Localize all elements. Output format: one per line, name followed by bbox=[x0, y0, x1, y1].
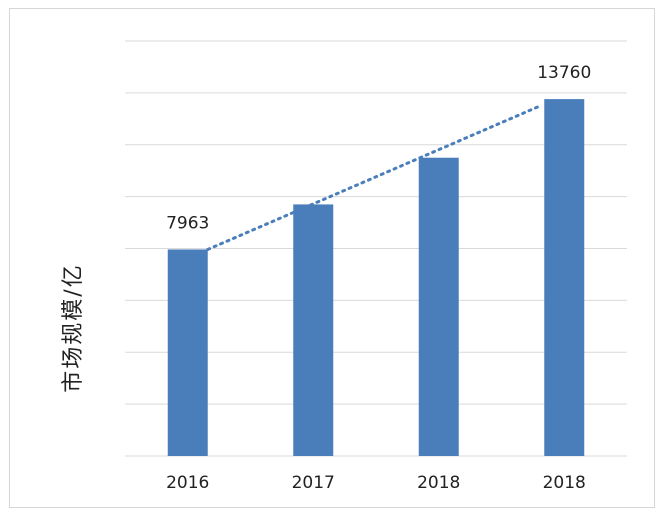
gridlines bbox=[125, 40, 627, 457]
x-tick-label-1: 2017 bbox=[292, 473, 335, 493]
x-tick-label-2: 2018 bbox=[417, 473, 460, 493]
y-axis-label: 市场规模/亿 bbox=[61, 263, 86, 392]
bars bbox=[167, 99, 585, 456]
bar-3 bbox=[544, 99, 585, 456]
bar-0 bbox=[167, 249, 208, 456]
labels: 2016 7963 2017 2018 2018 13760 bbox=[166, 63, 591, 493]
trendline bbox=[206, 104, 542, 251]
bar-2 bbox=[418, 157, 459, 456]
x-tick-label-3: 2018 bbox=[543, 473, 586, 493]
data-label-0: 7963 bbox=[166, 213, 209, 233]
trendline-group bbox=[206, 104, 542, 251]
bar-1 bbox=[293, 204, 334, 456]
data-label-3: 13760 bbox=[537, 63, 591, 83]
x-tick-label-0: 2016 bbox=[166, 473, 209, 493]
